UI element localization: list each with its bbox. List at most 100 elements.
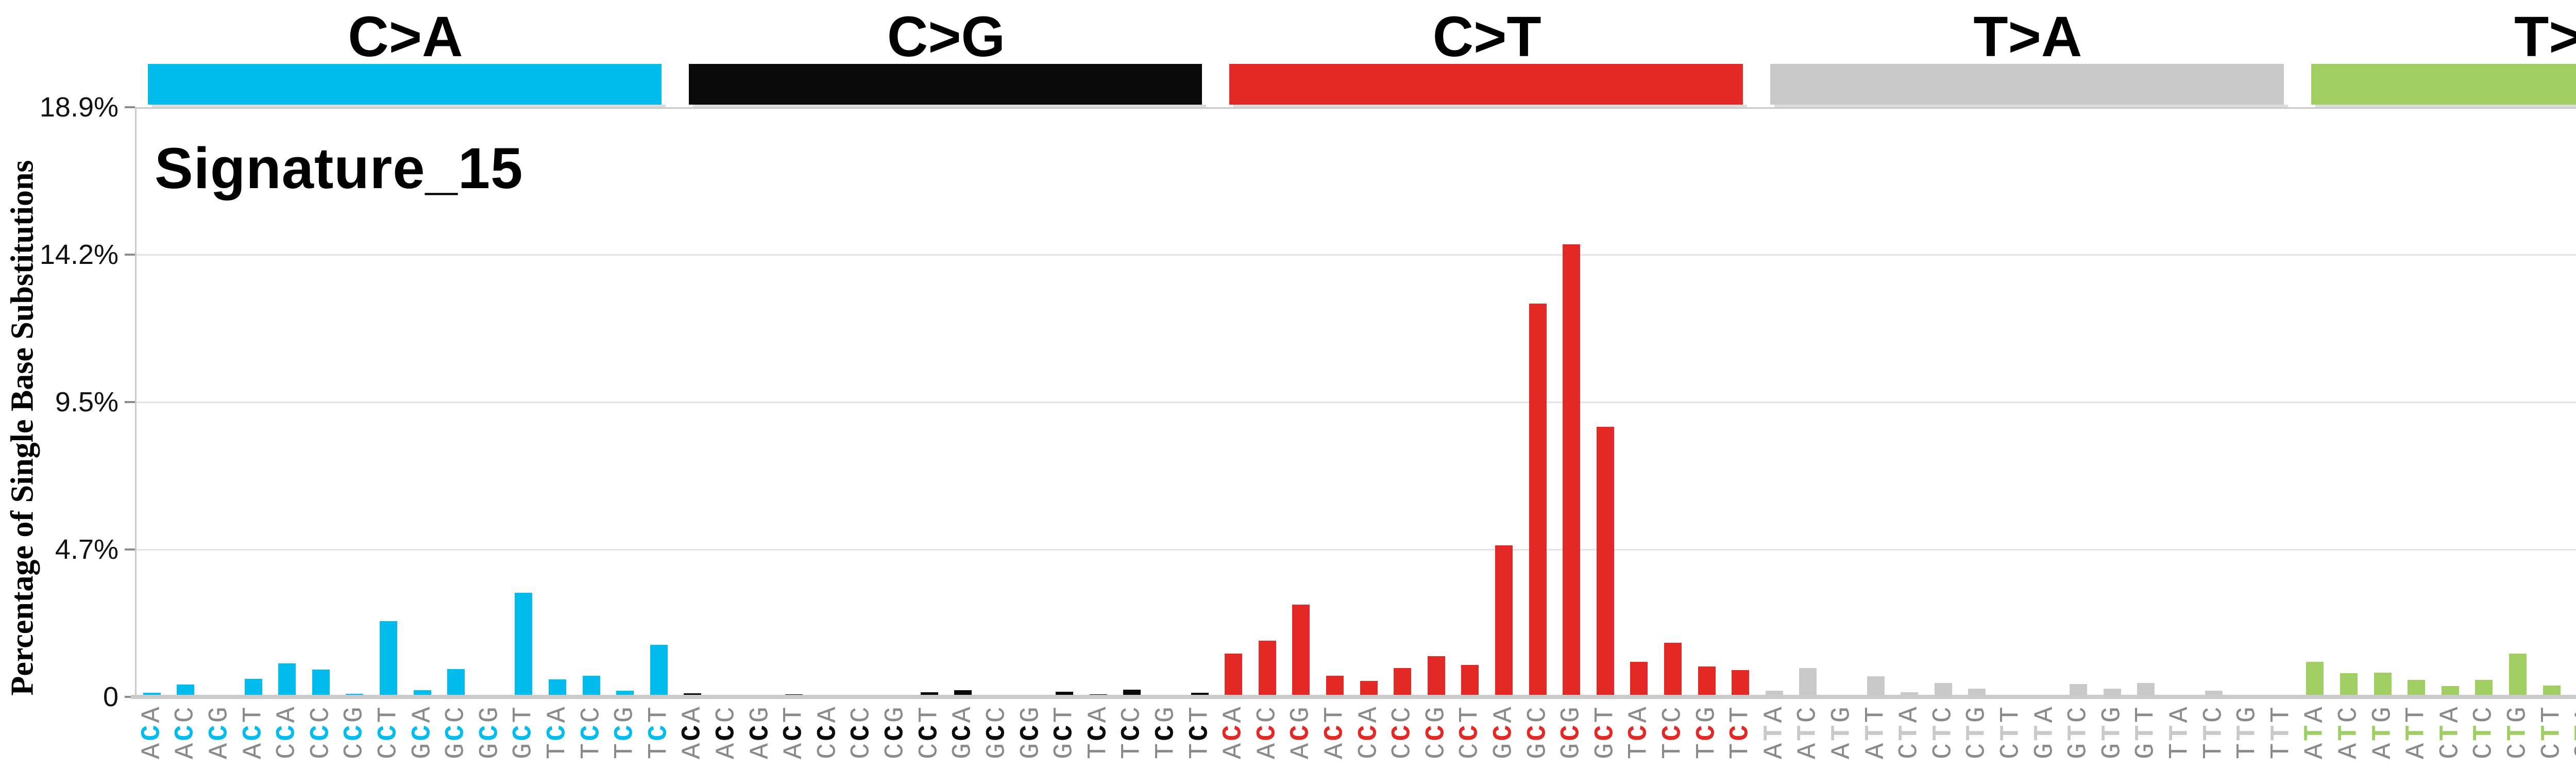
x-tick-label: TTC: [2198, 705, 2229, 759]
x-tick-label: ATT: [1860, 705, 1891, 759]
x-tick-label: ACT: [778, 705, 809, 759]
x-tick-label: ACT: [238, 705, 269, 759]
x-tick-label: GCG: [474, 705, 505, 759]
x-tick-label: GTC: [2063, 705, 2094, 759]
x-tick-label: CCC: [306, 705, 336, 759]
x-tick-label: TTG: [2232, 705, 2263, 759]
x-tick-label: ACT: [1319, 705, 1350, 759]
bar: [1428, 656, 1445, 697]
bar: [1360, 681, 1378, 697]
section-color-block: [2311, 64, 2576, 105]
band-shadow: [152, 105, 666, 108]
y-tick-label: 0: [103, 681, 118, 712]
x-tick-label: CTA: [2435, 705, 2466, 759]
bar: [2374, 673, 2392, 697]
x-tick-label: CCT: [914, 705, 945, 759]
x-tick-label: GCT: [1049, 705, 1080, 759]
bar: [1563, 244, 1580, 697]
x-tick-label: TCT: [1184, 705, 1215, 759]
x-tick-label: GTT: [2130, 705, 2161, 759]
x-tick-label: GCC: [1522, 705, 1553, 759]
band-shadow: [1774, 105, 2288, 108]
x-tick-label: CTT: [1995, 705, 2026, 759]
section-color-block: [688, 64, 1202, 105]
bar: [1698, 666, 1716, 697]
section-header-label: C>T: [1432, 5, 1541, 69]
x-tick-label: ATC: [2333, 705, 2364, 759]
x-tick-label: TCA: [542, 705, 573, 759]
x-tick-label: TCT: [1725, 705, 1756, 759]
x-tick-label: CTG: [1961, 705, 1992, 759]
x-tick-label: CCT: [1454, 705, 1485, 759]
x-tick-label: ACC: [711, 705, 742, 759]
x-tick-label: CTG: [2502, 705, 2533, 759]
bar: [380, 621, 397, 697]
section-color-block: [1229, 64, 1743, 105]
x-tick-label: GCA: [947, 705, 978, 759]
bar: [1292, 605, 1310, 697]
x-tick-label: CTA: [1894, 705, 1925, 759]
x-tick-label: ACA: [1218, 705, 1249, 759]
bar: [2543, 686, 2561, 697]
band-shadow: [692, 105, 1207, 108]
x-tick-label: GCA: [407, 705, 438, 759]
x-tick-label: GCG: [1015, 705, 1046, 759]
x-tick-label: GCA: [1488, 705, 1519, 759]
x-tick-label: ATA: [1759, 705, 1790, 759]
y-tick: [125, 106, 135, 108]
x-tick-label: TCC: [576, 705, 607, 759]
bar: [1326, 676, 1344, 697]
bar: [1394, 668, 1411, 697]
y-tick-label: 9.5%: [55, 387, 118, 418]
x-tick-label: GCT: [1590, 705, 1621, 759]
bar: [2475, 680, 2493, 697]
x-tick-label: CCA: [812, 705, 843, 759]
x-tick-label: ACA: [677, 705, 708, 759]
bar: [2408, 680, 2425, 697]
section-header-label: T>A: [1973, 5, 2082, 69]
chart-title: Signature_15: [155, 136, 523, 201]
bar: [1461, 665, 1479, 697]
x-tick-label: TCA: [1083, 705, 1114, 759]
x-axis-baseline: [131, 695, 2576, 699]
bar: [1495, 545, 1513, 697]
x-tick-label: ATG: [1826, 705, 1857, 759]
y-tick-label: 18.9%: [39, 92, 118, 123]
x-tick-label: GTA: [2570, 705, 2576, 759]
bar: [1732, 670, 1749, 697]
band-shadow: [1233, 105, 1747, 108]
bar: [2137, 683, 2155, 697]
bar: [1799, 668, 1817, 697]
bar: [1630, 662, 1648, 697]
bar: [1529, 304, 1547, 697]
bar: [1664, 643, 1682, 697]
bar: [515, 593, 532, 697]
bar: [245, 679, 262, 697]
x-tick-label: ACG: [1285, 705, 1316, 759]
band-shadow: [2315, 105, 2576, 108]
x-tick-label: TCC: [1116, 705, 1147, 759]
x-tick-label: GTG: [2097, 705, 2128, 759]
gridline: [135, 254, 2576, 256]
bar: [1225, 654, 1242, 697]
bar: [2070, 684, 2087, 697]
gridline: [135, 549, 2576, 551]
x-tick-label: ATC: [1792, 705, 1823, 759]
bar: [650, 645, 668, 697]
x-tick-label: CTT: [2536, 705, 2567, 759]
y-tick: [125, 254, 135, 256]
x-tick-label: TCG: [609, 705, 640, 759]
x-tick-label: CCA: [272, 705, 302, 759]
bar: [312, 670, 330, 697]
bar: [1867, 676, 1885, 697]
x-tick-label: CCG: [339, 705, 370, 759]
plot-frame: [135, 107, 2576, 698]
section-header-label: C>G: [887, 5, 1006, 69]
bar: [1901, 692, 1918, 697]
x-tick-label: TCT: [643, 705, 674, 759]
section-color-block: [1770, 64, 2284, 105]
bar: [583, 676, 600, 697]
section-header-label: C>A: [348, 5, 463, 69]
x-tick-label: CCA: [1353, 705, 1384, 759]
